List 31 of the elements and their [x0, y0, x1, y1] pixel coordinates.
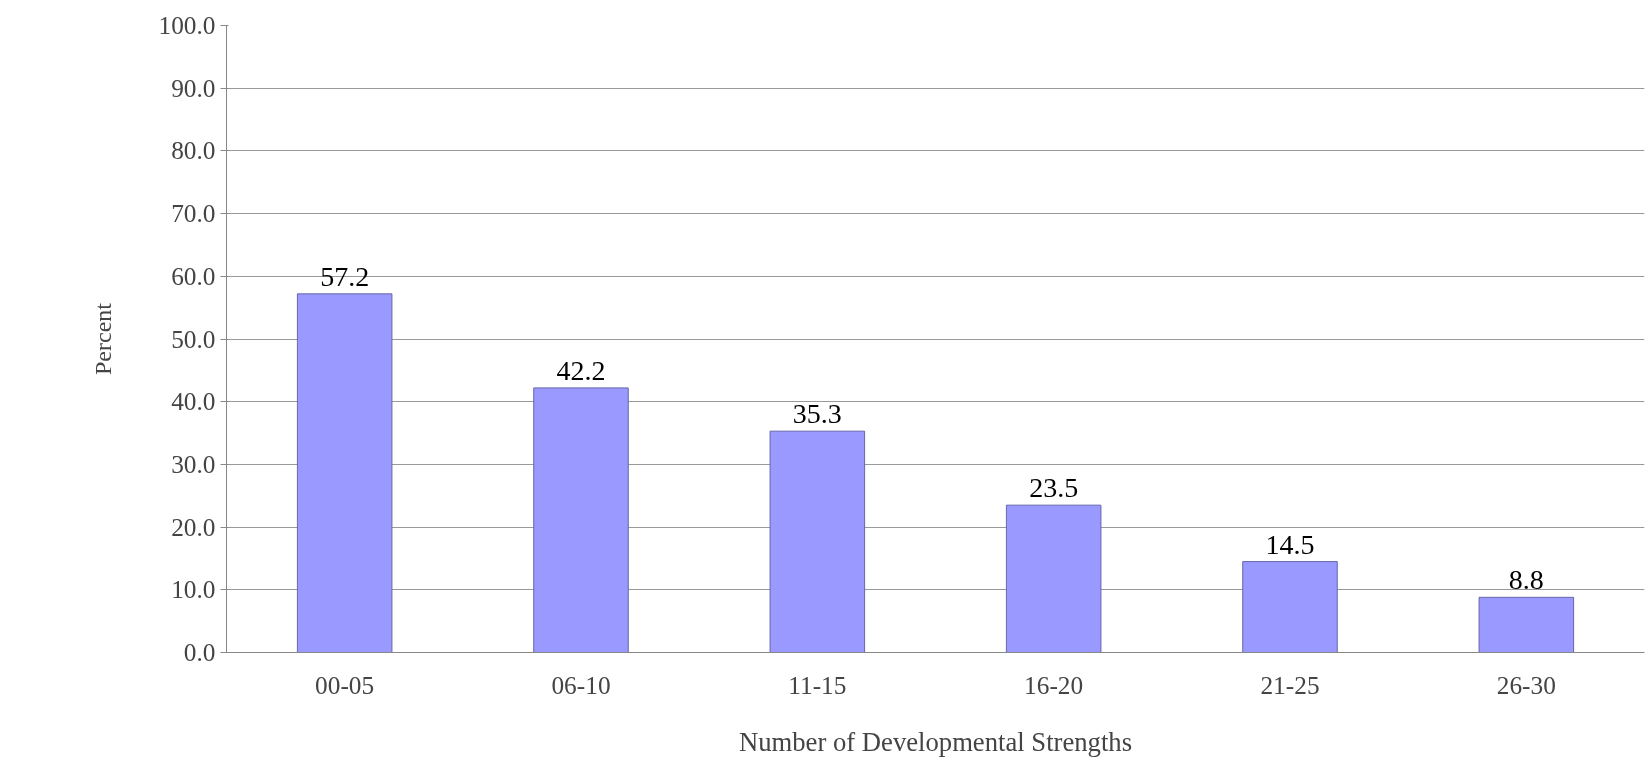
x-tick-label: 06-10 [551, 670, 611, 699]
data-label: 42.2 [556, 354, 606, 386]
bar [1005, 504, 1102, 653]
y-tick-label: 20.0 [171, 512, 216, 541]
bar [296, 293, 393, 653]
bar [533, 387, 629, 653]
x-tick-label: 26-30 [1496, 670, 1556, 699]
x-tick-label: 16-20 [1024, 670, 1084, 699]
x-axis-title: Number of Developmental Strengths [738, 726, 1133, 757]
y-tick-label: 100.0 [158, 11, 216, 39]
y-tick-label: 80.0 [171, 136, 216, 165]
bar [1242, 561, 1338, 653]
y-tick-label: 30.0 [171, 449, 216, 478]
y-tick-label: 10.0 [171, 575, 216, 604]
y-tick-label: 40.0 [171, 387, 216, 416]
x-tick-label: 00-05 [315, 670, 375, 699]
bar [769, 430, 866, 653]
data-label: 23.5 [1029, 472, 1079, 504]
x-tick-label: 11-15 [788, 670, 847, 699]
y-tick-label: 50.0 [171, 324, 216, 353]
y-tick-label: 90.0 [171, 73, 216, 102]
data-label: 8.8 [1508, 564, 1544, 596]
data-label: 35.3 [792, 398, 842, 430]
x-tick-label: 21-25 [1260, 670, 1320, 699]
y-axis-title: Percent [89, 302, 116, 375]
y-tick-label: 70.0 [171, 199, 216, 228]
bar [1478, 596, 1575, 653]
data-label: 57.2 [320, 260, 370, 292]
y-tick-label: 60.0 [171, 261, 216, 290]
data-label: 14.5 [1265, 528, 1315, 560]
y-tick-label: 0.0 [183, 638, 216, 666]
